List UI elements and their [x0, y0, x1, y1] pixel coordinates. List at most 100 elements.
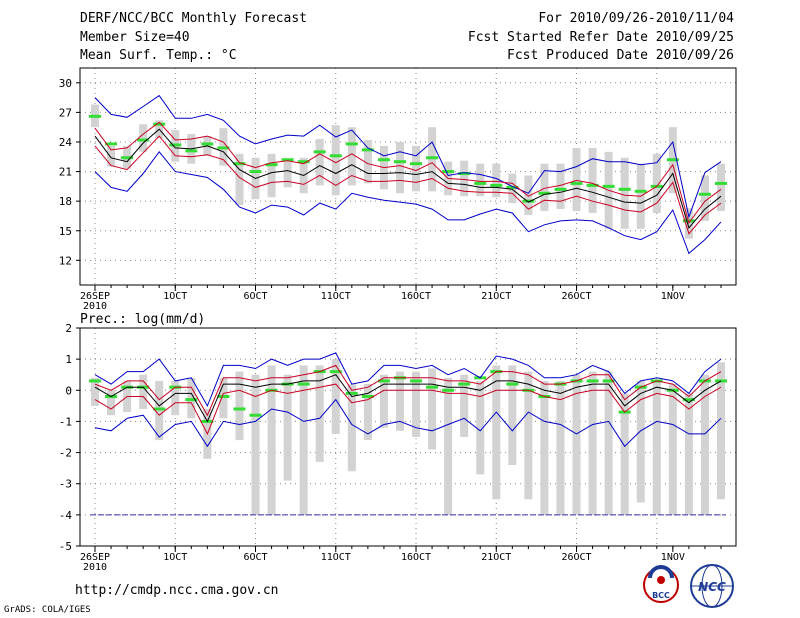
temp-mode-marker	[169, 143, 182, 147]
temp-mode-marker	[377, 158, 390, 162]
prec-mode-marker	[442, 388, 455, 392]
prec-max-line	[94, 352, 722, 408]
prec-mode-marker	[297, 382, 310, 386]
prec-spread-bar	[636, 380, 645, 503]
temp-ytick-label: 24	[59, 136, 73, 149]
prec-spread-bar	[508, 365, 517, 466]
forecast-period-label: For 2010/09/26-2010/11/04	[538, 11, 734, 26]
prec-mean-line	[94, 374, 722, 423]
temp-mode-marker	[217, 146, 230, 150]
prec-spread-bar	[395, 371, 404, 431]
prec-spread-bar	[347, 384, 356, 472]
temp-mode-marker	[313, 150, 326, 154]
temp-xtick-label: 11OCT	[321, 291, 351, 302]
temp-spread-bar	[412, 145, 421, 192]
prec-ytick-label: -1	[59, 415, 72, 428]
temp-ytick-label: 27	[59, 106, 72, 119]
temp-mode-marker	[393, 160, 406, 164]
temp-spread-bar	[492, 163, 501, 198]
temp-mode-marker	[281, 158, 294, 162]
temp-mode-marker	[361, 148, 374, 152]
prec-spread-bar	[299, 365, 308, 515]
prec-spread-bar	[412, 371, 421, 437]
prec-ytick-label: -4	[59, 509, 73, 522]
temp-mode-marker	[153, 122, 166, 126]
prec-year-label: 2010	[83, 562, 107, 573]
temp-mode-marker	[426, 156, 439, 160]
temp-mode-marker	[602, 184, 615, 188]
member-size-label: Member Size=40	[80, 30, 190, 45]
temp-spread-bar	[717, 163, 725, 212]
prec-ytick-label: 2	[65, 322, 72, 335]
temp-mode-marker	[442, 170, 455, 174]
temp-mode-marker	[682, 219, 695, 223]
prec-ytick-label: -3	[59, 478, 72, 491]
prec-ytick-label: -2	[59, 447, 72, 460]
temp-spread-bar	[524, 175, 533, 215]
prec-mode-marker	[682, 398, 695, 402]
bcc-logo-text: BCC	[652, 591, 670, 600]
temp-mode-marker	[297, 160, 310, 164]
prec-spread-bar	[700, 374, 709, 515]
temp-mode-marker	[233, 162, 246, 166]
temp-xtick-label: 1NOV	[661, 291, 685, 302]
prec-plot-frame	[79, 327, 737, 547]
temp-mode-marker	[490, 183, 503, 187]
temp-spread-bar	[620, 157, 629, 229]
temp-spread-bar	[363, 140, 372, 184]
temp-plot-frame	[79, 67, 737, 286]
prec-spread-bar	[572, 374, 581, 515]
prec-mode-marker	[185, 398, 198, 402]
prec-spread-bar	[251, 374, 260, 515]
temp-mode-marker	[121, 156, 134, 160]
prec-mode-marker	[506, 382, 519, 386]
temp-upper-line	[94, 121, 722, 225]
prec-mode-marker	[586, 379, 599, 383]
temp-xtick-label: 16OCT	[401, 291, 431, 302]
prec-spread-bar	[363, 384, 372, 441]
prec-spread-bar	[540, 380, 549, 515]
temp-spread-bar	[331, 125, 340, 196]
temp-ytick-label: 18	[59, 195, 72, 208]
prec-spread-bar	[139, 374, 148, 409]
temp-mode-marker	[89, 114, 101, 118]
prec-xtick-label: 11OCT	[321, 552, 351, 563]
prec-mode-marker	[458, 382, 471, 386]
temp-xtick-label: 26OCT	[561, 291, 591, 302]
prec-xtick-label: 6OCT	[243, 552, 267, 563]
prec-spread-bar	[524, 371, 533, 500]
prec-spread-bar	[604, 371, 613, 515]
prec-mode-marker	[89, 379, 101, 383]
prec-spread-bar	[107, 390, 116, 416]
temp-mode-marker	[506, 185, 519, 189]
temp-mode-marker	[618, 187, 631, 191]
temp-mode-marker	[201, 142, 214, 146]
prec-spread-bar	[235, 371, 244, 441]
prec-spread-bar	[620, 393, 629, 515]
temp-mode-marker	[105, 142, 118, 146]
prec-xtick-label: 1OCT	[163, 552, 187, 563]
prec-ytick-label: 0	[65, 384, 72, 397]
temp-spread-bar	[556, 163, 565, 210]
temp-xtick-label: 21OCT	[481, 291, 511, 302]
prec-spread-bar	[171, 380, 180, 416]
prec-spread-bar	[155, 380, 164, 441]
prec-xtick-label: 1NOV	[661, 552, 685, 563]
temp-mode-marker	[137, 138, 150, 142]
prec-mode-marker	[233, 407, 246, 411]
forecast-start-date-label: Fcst Started Refer Date 2010/09/25	[467, 30, 734, 45]
temp-mode-marker	[329, 154, 342, 158]
prec-ytick-label: -5	[59, 540, 72, 553]
prec-mode-marker	[377, 379, 390, 383]
temp-spread-bar	[460, 160, 469, 197]
temp-mode-marker	[698, 192, 711, 196]
temp-spread-bar	[540, 163, 549, 212]
temp-mode-marker	[715, 181, 727, 185]
forecast-produced-date-label: Fcst Produced Date 2010/09/26	[507, 48, 734, 63]
ncc-logo-text: NCC	[698, 580, 726, 594]
temp-spread-bar	[283, 161, 292, 188]
prec-spread-bar	[267, 365, 276, 515]
temp-mode-marker	[586, 183, 599, 187]
temp-mode-marker	[474, 181, 487, 185]
